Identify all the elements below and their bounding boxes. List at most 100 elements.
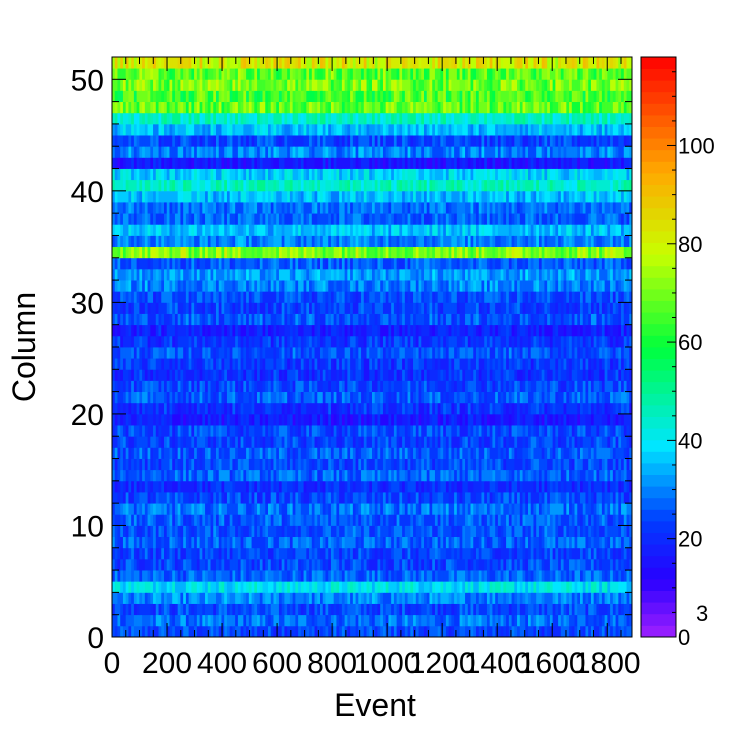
heatmap-cell (610, 536, 614, 549)
heatmap-cell (514, 581, 518, 593)
heatmap-cell (377, 547, 381, 560)
heatmap-cell (421, 503, 425, 515)
heatmap-cell (547, 436, 551, 448)
heatmap-cell (199, 625, 203, 638)
heatmap-cell (421, 514, 425, 526)
heatmap-cell (268, 525, 272, 538)
heatmap-cell (424, 570, 428, 582)
heatmap-cell (161, 581, 165, 593)
heatmap-cell (161, 369, 165, 381)
heatmap-cell (541, 514, 545, 526)
heatmap-cell (560, 558, 564, 571)
heatmap-cell (525, 458, 529, 471)
heatmap-cell (486, 425, 491, 437)
heatmap-cell (574, 413, 578, 426)
heatmap-cell (289, 492, 294, 504)
heatmap-cell (473, 525, 477, 538)
heatmap-cell (180, 436, 184, 448)
heatmap-cell (418, 369, 422, 381)
heatmap-cell (456, 380, 460, 393)
heatmap-cell (525, 436, 529, 448)
heatmap-cell (144, 570, 148, 582)
heatmap-cell (404, 625, 408, 638)
heatmap-cell (322, 558, 326, 571)
heatmap-cell (410, 369, 414, 381)
heatmap-cell (612, 570, 616, 582)
heatmap-cell (112, 469, 116, 482)
heatmap-cell (500, 570, 504, 582)
heatmap-cell (306, 614, 310, 627)
heatmap-cell (352, 570, 356, 582)
heatmap-cell (413, 413, 417, 426)
heatmap-cell (336, 592, 340, 604)
heatmap-cell (169, 369, 173, 381)
heatmap-cell (322, 458, 326, 471)
heatmap-cell (541, 503, 545, 515)
heatmap-cell (177, 614, 181, 627)
heatmap-cell (112, 425, 116, 437)
heatmap-cell (560, 592, 564, 604)
heatmap-cell (366, 625, 370, 638)
heatmap-cell (440, 391, 444, 404)
heatmap-cell (270, 581, 274, 593)
heatmap-cell (158, 358, 162, 370)
heatmap-cell (164, 480, 168, 493)
heatmap-cell (393, 391, 398, 404)
heatmap-cell (298, 525, 302, 538)
heatmap-cell (210, 480, 214, 493)
heatmap-cell (164, 514, 168, 526)
heatmap-cell (506, 413, 510, 426)
heatmap-cell (254, 570, 258, 582)
heatmap-cell (377, 347, 381, 359)
heatmap-cell (164, 625, 168, 638)
heatmap-cell (317, 347, 321, 359)
heatmap-cell (235, 469, 239, 482)
heatmap-cell (366, 570, 370, 582)
heatmap-cell (612, 558, 616, 571)
heatmap-cell (257, 335, 261, 348)
heatmap-cell (131, 503, 135, 515)
heatmap-cell (437, 492, 441, 504)
heatmap-cell (136, 480, 140, 493)
heatmap-cell (415, 380, 419, 393)
heatmap-cell (185, 458, 190, 471)
heatmap-cell (300, 603, 304, 616)
heatmap-cell (404, 603, 408, 616)
heatmap-cell (300, 503, 304, 515)
heatmap-cell (336, 570, 340, 582)
heatmap-cell (158, 469, 162, 482)
heatmap-cell (295, 402, 299, 415)
heatmap-cell (621, 570, 625, 582)
heatmap-cell (459, 436, 463, 448)
heatmap-cell (448, 581, 452, 593)
heatmap-cell (410, 480, 414, 493)
heatmap-cell (281, 514, 285, 526)
heatmap-cell (418, 413, 422, 426)
heatmap-cell (185, 380, 190, 393)
heatmap-cell (388, 380, 392, 393)
heatmap-cell (629, 492, 633, 504)
heatmap-cell (396, 369, 400, 381)
heatmap-cell (585, 492, 589, 504)
heatmap-cell (415, 436, 419, 448)
heatmap-cell (369, 380, 373, 393)
heatmap-cell (169, 547, 173, 560)
heatmap-cell (347, 469, 351, 482)
heatmap-cell (426, 391, 430, 404)
heatmap-cell (139, 536, 143, 549)
heatmap-cell (191, 503, 195, 515)
heatmap-cell (590, 536, 595, 549)
heatmap-cell (396, 358, 400, 370)
heatmap-cell (317, 402, 321, 415)
heatmap-cell (484, 592, 488, 604)
heatmap-cell (257, 514, 261, 526)
heatmap-cell (621, 436, 625, 448)
heatmap-cell (352, 514, 356, 526)
heatmap-cell (155, 436, 159, 448)
heatmap-cell (257, 603, 261, 616)
heatmap-cell (188, 380, 192, 393)
heatmap-cell (607, 625, 611, 638)
heatmap-cell (610, 603, 614, 616)
heatmap-cell (117, 592, 121, 604)
heatmap-cell (566, 436, 570, 448)
